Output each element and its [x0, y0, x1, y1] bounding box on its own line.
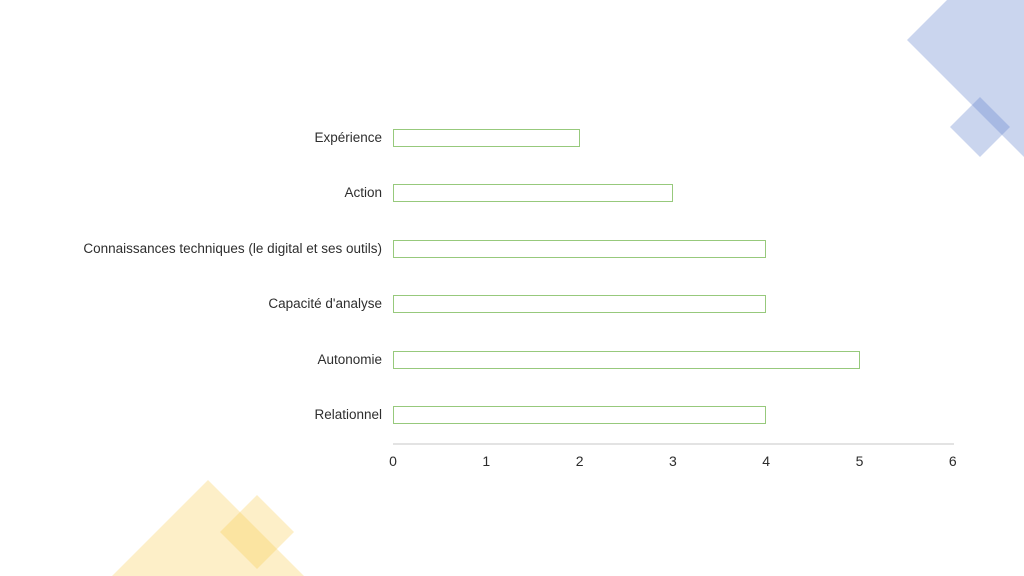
category-label: Action	[344, 185, 382, 200]
x-axis-tick-label: 4	[762, 453, 771, 469]
x-axis-tick-label: 3	[668, 453, 677, 469]
category-label: Connaissances techniques (le digital et …	[83, 240, 382, 256]
bar	[393, 239, 767, 258]
category-label: Relationnel	[314, 407, 382, 422]
bar	[393, 295, 767, 313]
x-axis-tick-label: 5	[855, 453, 864, 469]
bar	[393, 350, 860, 369]
x-axis-tick-label: 0	[389, 453, 397, 469]
category-label: Autonomie	[317, 351, 382, 367]
x-axis-line	[393, 443, 954, 445]
bar	[393, 128, 580, 147]
bar	[393, 406, 767, 424]
bar	[393, 184, 673, 202]
category-label: Capacité d'analyse	[268, 296, 382, 311]
x-axis-tick-label: 6	[948, 453, 957, 469]
x-axis-tick-label: 1	[482, 453, 491, 469]
x-axis-tick-label: 2	[575, 453, 584, 469]
category-label: Expérience	[314, 129, 382, 145]
